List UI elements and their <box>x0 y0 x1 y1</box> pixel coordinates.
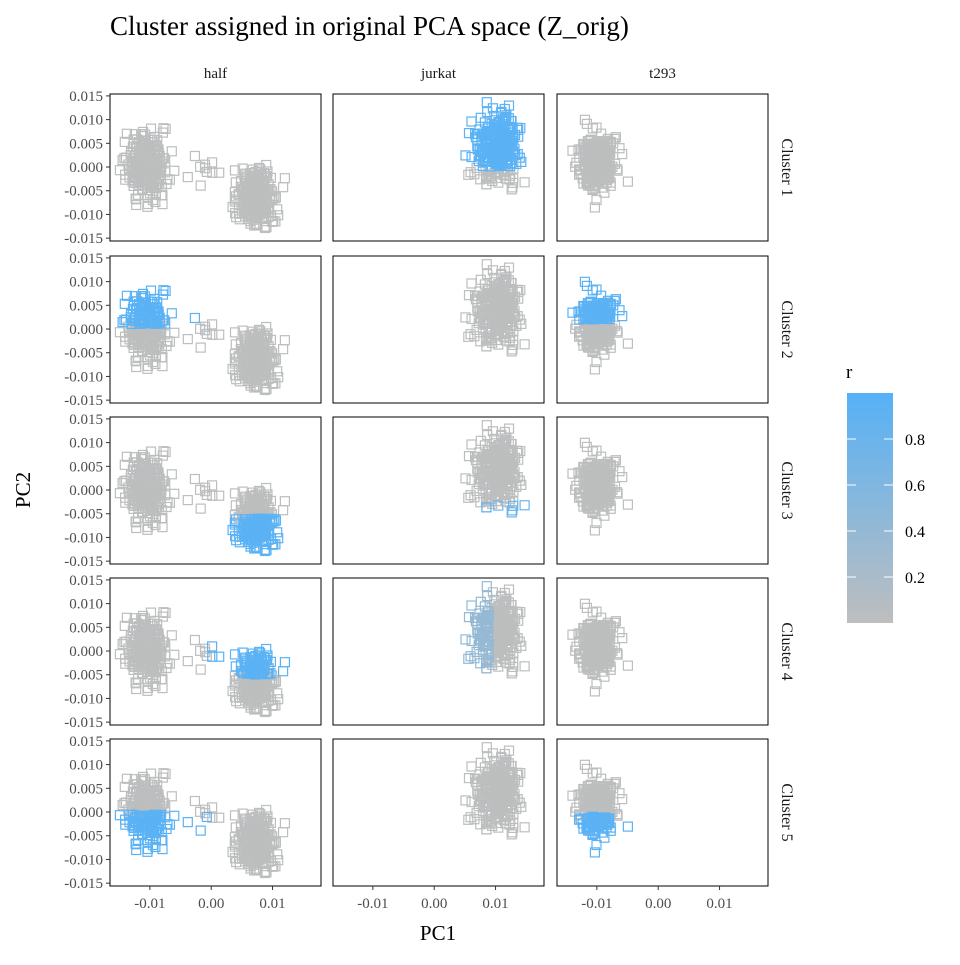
panel-half-3: 0.015 0.010 0.005 0.000 -0.005 -0.010 -0.015 <box>64 573 321 731</box>
panel-t293-2: Cluster 3 <box>557 417 795 564</box>
row-strip-label: Cluster 2 <box>778 300 795 358</box>
y-tick-label: -0.005 <box>64 507 103 523</box>
panel-t293-0: t293 Cluster 1 <box>557 66 795 241</box>
y-tick-label: 0.015 <box>69 412 103 428</box>
y-tick-label: 0.010 <box>69 597 103 613</box>
y-tick-label: 0.005 <box>69 136 103 152</box>
y-tick-label: 0.000 <box>69 160 103 176</box>
y-tick-label: 0.015 <box>69 573 103 589</box>
panel-half-4: 0.0150.0100.0050.000-0.005-0.010-0.015-0… <box>64 734 321 912</box>
y-tick-label: 0.005 <box>69 298 103 314</box>
y-tick-label: -0.015 <box>64 715 103 731</box>
row-strip-label: Cluster 1 <box>778 138 795 196</box>
y-tick-label: -0.005 <box>64 668 103 684</box>
y-tick-label: 0.000 <box>69 322 103 338</box>
y-tick-label: -0.010 <box>64 691 103 707</box>
y-tick-label: -0.005 <box>64 346 103 362</box>
row-strip-label: Cluster 4 <box>778 622 795 680</box>
facet-panels: 0.015 0.010 0.005 0.000 -0.005 -0.010 -0.015 ha… <box>64 66 795 912</box>
chart-title: Cluster assigned in original PCA space (… <box>110 11 629 41</box>
row-strip-label: Cluster 3 <box>778 461 795 519</box>
y-tick-label: 0.015 <box>69 251 103 267</box>
x-axis-label: PC1 <box>420 921 456 945</box>
panel-half-1: 0.015 0.010 0.005 0.000 -0.005 -0.010 -0.015 <box>64 251 321 409</box>
panel-half-0: 0.015 0.010 0.005 0.000 -0.005 -0.010 -0.015 ha… <box>64 66 321 247</box>
column-strip-label: t293 <box>649 66 676 82</box>
y-tick-label: 0.005 <box>69 620 103 636</box>
y-tick-label: -0.015 <box>64 231 103 247</box>
y-axis-label: PC2 <box>11 472 35 508</box>
y-tick-label: -0.010 <box>64 530 103 546</box>
panel-t293-3: Cluster 4 <box>557 578 795 725</box>
y-tick-label: 0.010 <box>69 275 103 291</box>
panel-jurkat-3 <box>333 578 544 725</box>
y-tick-label: 0.010 <box>69 113 103 129</box>
y-tick-label: -0.010 <box>64 369 103 385</box>
y-tick-label: 0.000 <box>69 644 103 660</box>
panel-half-2: 0.015 0.010 0.005 0.000 -0.005 -0.010 -0.015 <box>64 412 321 570</box>
y-tick-label: -0.010 <box>64 207 103 223</box>
column-strip-label: jurkat <box>420 66 457 82</box>
y-tick-label: 0.000 <box>69 483 103 499</box>
panel-jurkat-2 <box>333 417 544 564</box>
y-tick-label: 0.010 <box>69 436 103 452</box>
y-tick-label: 0.015 <box>69 89 103 105</box>
y-tick-label: -0.005 <box>64 184 103 200</box>
panel-jurkat-0: jurkat <box>333 66 544 241</box>
column-strip-label: half <box>204 66 227 82</box>
panel-t293-1: Cluster 2 <box>557 256 795 403</box>
panel-jurkat-1 <box>333 256 544 403</box>
y-tick-label: -0.015 <box>64 393 103 409</box>
y-tick-label: 0.005 <box>69 459 103 475</box>
y-tick-label: -0.015 <box>64 554 103 570</box>
